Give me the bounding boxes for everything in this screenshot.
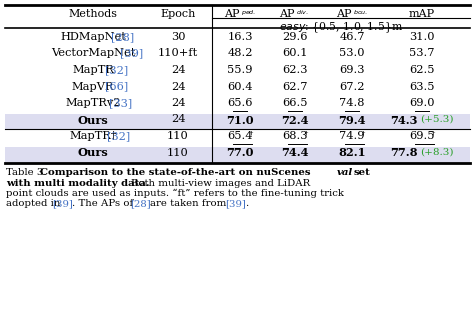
Text: 55.9: 55.9 — [227, 65, 253, 75]
Text: AP: AP — [279, 9, 295, 19]
Text: 62.5: 62.5 — [409, 65, 435, 75]
Bar — [5, 146, 470, 163]
Text: val: val — [337, 168, 353, 177]
Text: . The APs of: . The APs of — [72, 199, 133, 209]
Text: 65.4: 65.4 — [227, 131, 253, 141]
Text: [28]: [28] — [111, 32, 134, 42]
Text: [32]: [32] — [105, 65, 128, 75]
Text: 69.3: 69.3 — [339, 65, 365, 75]
Text: point clouds are used as inputs. “ft” refers to the fine-tuning trick: point clouds are used as inputs. “ft” re… — [6, 189, 344, 198]
Text: 24: 24 — [171, 114, 185, 124]
Text: 24: 24 — [171, 82, 185, 91]
Text: set: set — [354, 168, 371, 177]
Text: 60.1: 60.1 — [282, 49, 308, 59]
Text: AP: AP — [225, 9, 240, 19]
Text: 69.0: 69.0 — [409, 98, 435, 108]
Text: 110+ft: 110+ft — [158, 49, 198, 59]
Text: 46.7: 46.7 — [339, 32, 365, 42]
Text: Both multi-view images and LiDAR: Both multi-view images and LiDAR — [131, 179, 310, 187]
Text: 67.2: 67.2 — [339, 82, 365, 91]
Text: 66.5: 66.5 — [282, 98, 308, 108]
Text: mAP: mAP — [409, 9, 435, 19]
Text: 53.7: 53.7 — [409, 49, 435, 59]
Text: Ours: Ours — [77, 147, 108, 158]
Text: 24: 24 — [171, 65, 185, 75]
Text: MapTRv2: MapTRv2 — [65, 98, 121, 108]
Text: $\mathit{easy}$: {0.5, 1.0, 1.5}m: $\mathit{easy}$: {0.5, 1.0, 1.5}m — [279, 20, 403, 35]
Text: Epoch: Epoch — [160, 9, 196, 19]
Text: Ours: Ours — [77, 114, 108, 125]
Text: $^\dagger$: $^\dagger$ — [361, 131, 367, 140]
Text: $_{ped.}$: $_{ped.}$ — [241, 8, 257, 18]
Text: 29.6: 29.6 — [282, 32, 308, 42]
Text: (+5.3): (+5.3) — [420, 114, 454, 123]
Text: 77.8: 77.8 — [390, 147, 418, 158]
Text: are taken from: are taken from — [150, 199, 227, 209]
Text: 16.3: 16.3 — [227, 32, 253, 42]
Text: [32]: [32] — [107, 131, 130, 141]
Text: AP: AP — [336, 9, 352, 19]
Text: HDMapNet: HDMapNet — [60, 32, 126, 42]
Text: 68.3: 68.3 — [282, 131, 308, 141]
Text: VectorMapNet: VectorMapNet — [51, 49, 135, 59]
Text: 77.0: 77.0 — [226, 147, 254, 158]
Text: 24: 24 — [171, 98, 185, 108]
Text: 110: 110 — [167, 147, 189, 158]
Text: $^\dagger$: $^\dagger$ — [304, 131, 310, 140]
Text: 69.5: 69.5 — [409, 131, 435, 141]
Bar — [5, 113, 470, 130]
Text: 74.9: 74.9 — [339, 131, 365, 141]
Text: [28]: [28] — [130, 199, 151, 209]
Text: 110: 110 — [167, 131, 189, 141]
Text: adopted in: adopted in — [6, 199, 64, 209]
Text: MapTR†: MapTR† — [69, 131, 117, 141]
Text: 71.0: 71.0 — [226, 114, 254, 125]
Text: [66]: [66] — [105, 82, 128, 91]
Text: Methods: Methods — [68, 9, 117, 19]
Text: 74.4: 74.4 — [281, 147, 309, 158]
Text: $^\dagger$: $^\dagger$ — [430, 131, 437, 140]
Text: $^\dagger$: $^\dagger$ — [248, 131, 255, 140]
Text: $_{div.}$: $_{div.}$ — [296, 8, 309, 17]
Text: [39]: [39] — [120, 49, 143, 59]
Text: 74.8: 74.8 — [339, 98, 365, 108]
Text: 79.4: 79.4 — [338, 114, 366, 125]
Text: Comparison to the state-of-the-art on nuScenes: Comparison to the state-of-the-art on nu… — [40, 168, 311, 177]
Text: [33]: [33] — [109, 98, 133, 108]
Text: Table 3.: Table 3. — [6, 168, 47, 177]
Text: MapVR: MapVR — [72, 82, 114, 91]
Text: 74.3: 74.3 — [390, 114, 418, 125]
Text: 30: 30 — [171, 32, 185, 42]
Text: 63.5: 63.5 — [409, 82, 435, 91]
Text: 82.1: 82.1 — [338, 147, 366, 158]
Text: with multi modality data.: with multi modality data. — [6, 179, 150, 187]
Text: .: . — [245, 199, 248, 209]
Text: 31.0: 31.0 — [409, 32, 435, 42]
Text: 48.2: 48.2 — [227, 49, 253, 59]
Text: $_{bou.}$: $_{bou.}$ — [353, 8, 368, 17]
Text: 60.4: 60.4 — [227, 82, 253, 91]
Text: [39]: [39] — [52, 199, 73, 209]
Text: 72.4: 72.4 — [281, 114, 309, 125]
Text: [39]: [39] — [225, 199, 246, 209]
Text: 53.0: 53.0 — [339, 49, 365, 59]
Text: MapTR: MapTR — [72, 65, 114, 75]
Text: 62.3: 62.3 — [282, 65, 308, 75]
Text: (+8.3): (+8.3) — [420, 147, 454, 157]
Text: 62.7: 62.7 — [282, 82, 308, 91]
Text: 65.6: 65.6 — [227, 98, 253, 108]
